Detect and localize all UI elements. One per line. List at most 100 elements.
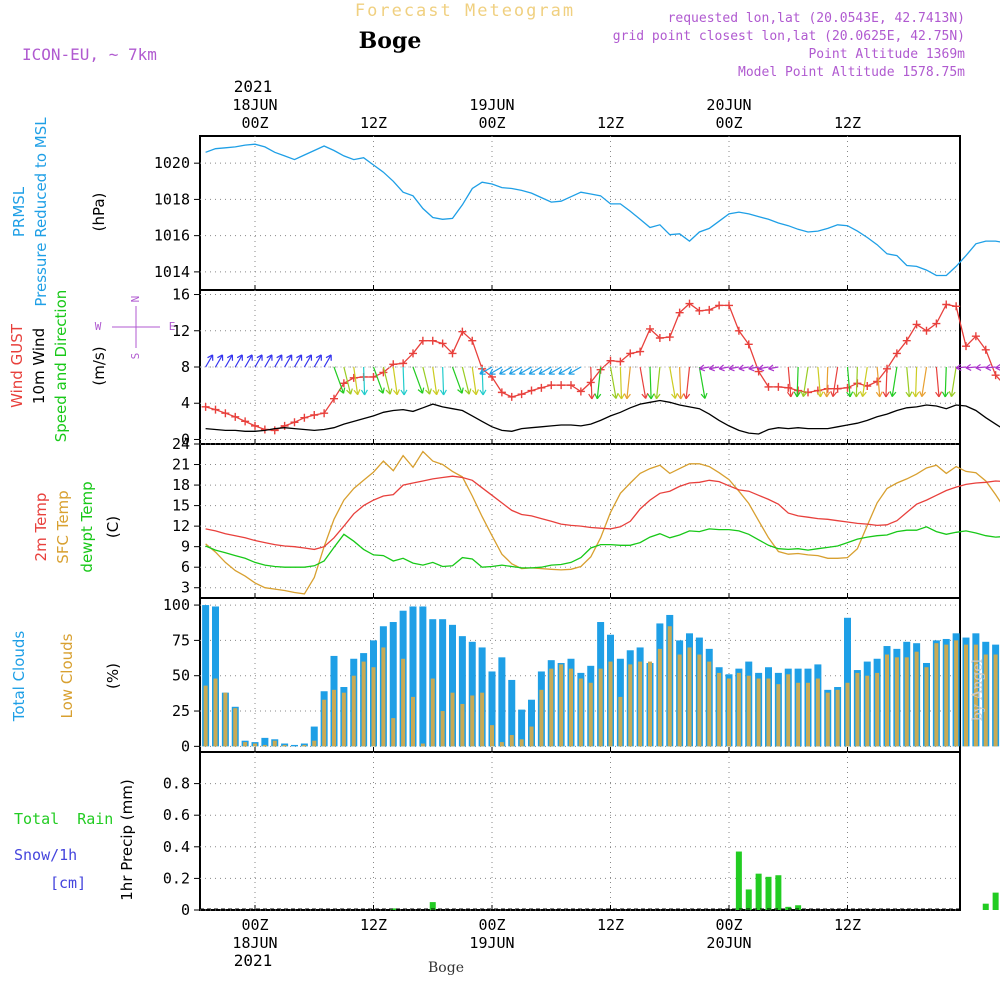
- gust-point: [517, 390, 526, 399]
- wind-arrow: [214, 354, 224, 368]
- wind-arrow: [921, 366, 928, 397]
- low-cloud-bar: [815, 678, 820, 747]
- wind-arrow: [372, 366, 384, 394]
- total-cloud-bar: [468, 641, 476, 747]
- bottom-hour-label: 12Z: [360, 916, 387, 934]
- wind-arrow-head: [385, 388, 393, 395]
- wind-arrow-head: [955, 363, 962, 371]
- gust-point: [912, 320, 921, 329]
- low-cloud-bar: [677, 654, 682, 747]
- gust-point: [320, 409, 329, 418]
- gust-point: [418, 336, 427, 345]
- rain-bar: [785, 906, 792, 910]
- sfc-temp-label: SFC Temp: [54, 490, 72, 563]
- total-cloud-bar: [261, 737, 269, 747]
- wind-arrow-head: [816, 391, 824, 398]
- wind-arrow: [224, 354, 233, 368]
- bottom-date-label: 20JUN: [706, 934, 751, 952]
- wind-arrow: [548, 366, 562, 375]
- total-cloud-bar: [844, 617, 851, 747]
- ytick-label: 18: [172, 476, 190, 494]
- wind-arrow: [489, 366, 503, 375]
- compass-e: E: [169, 320, 176, 333]
- total-cloud-bar: [508, 679, 516, 747]
- precip-unit: 1hr Precip (mm): [118, 779, 136, 900]
- wind-arrow-head: [677, 393, 685, 400]
- wind10m-label: 10m Wind: [30, 328, 48, 404]
- wind-arrow: [590, 366, 593, 400]
- bottom-hour-label: 00Z: [478, 916, 505, 934]
- low-cloud-bar: [401, 658, 406, 747]
- top-date-label: 19JUN: [469, 96, 514, 114]
- panel-frame: [199, 135, 961, 291]
- ytick-label: 21: [172, 456, 190, 474]
- model-altitude: Model Point Altitude 1578.75m: [738, 65, 965, 80]
- gust-point: [399, 359, 408, 368]
- wind-arrow-head: [617, 393, 625, 400]
- wind-arrow-head: [548, 368, 555, 375]
- sfc-temp-line: [205, 450, 1000, 595]
- wind-arrow-head: [479, 368, 486, 375]
- low-cloud-bar: [430, 678, 435, 747]
- gust-point: [369, 372, 378, 381]
- wind-arrow-head: [718, 364, 725, 372]
- gust-point: [794, 386, 803, 395]
- low-cloud-bar: [894, 657, 899, 747]
- wind-arrow-head: [708, 364, 715, 372]
- wind-arrow: [876, 366, 881, 397]
- gust-point: [685, 299, 694, 308]
- ytick-label: 0: [181, 430, 190, 448]
- low-cloud-bar: [539, 689, 544, 747]
- wind-arrow-head: [748, 364, 755, 372]
- low-cloud-bar: [302, 744, 307, 747]
- low-cloud-bar: [756, 678, 761, 747]
- wind-arrow-head: [378, 387, 385, 394]
- panel-frame: [199, 443, 961, 599]
- gust-point: [715, 301, 724, 310]
- wind-arrow-head: [400, 389, 408, 396]
- ytick-label: 1018: [154, 190, 190, 208]
- low-cloud-bar: [736, 672, 741, 747]
- low-cloud-bar: [440, 711, 445, 747]
- wind-arrow-head: [800, 390, 808, 398]
- wind-arrow: [422, 366, 431, 395]
- low-cloud-bar: [806, 682, 810, 747]
- wind-arrow: [402, 366, 405, 396]
- wind-arrow: [975, 366, 986, 369]
- wind-arrow-head: [919, 390, 927, 398]
- wind-arrow: [254, 354, 263, 368]
- bottom-hour-label: 12Z: [834, 916, 861, 934]
- gust-point: [300, 413, 309, 422]
- wind10m-line: [205, 399, 1000, 435]
- wind-arrow: [832, 366, 839, 397]
- low-cloud-bar: [243, 742, 248, 747]
- low-cloud-bar: [361, 661, 366, 747]
- wind-arrow: [626, 366, 631, 399]
- wind-arrow: [950, 366, 957, 397]
- compass-n: N: [129, 296, 142, 303]
- wind-arrow-head: [846, 391, 854, 398]
- wind-arrow-head: [286, 354, 293, 361]
- rain-legend: Total Rain: [14, 810, 113, 828]
- ytick-label: 0: [181, 737, 190, 755]
- gust-point: [695, 306, 704, 315]
- top-year-label: 2021: [234, 77, 273, 96]
- ytick-label: 0.2: [163, 869, 190, 887]
- wind-arrow: [738, 366, 749, 370]
- low-cloud-bar: [529, 726, 534, 747]
- ytick-label: 1014: [154, 263, 190, 281]
- wind-arrow: [914, 366, 918, 398]
- chart-title: Forecast Meteogram: [355, 1, 575, 21]
- wind-arrow: [382, 366, 391, 395]
- clouds-axis-title: Total Clouds Low Clouds (%): [10, 631, 122, 723]
- wind-arrow-head: [425, 388, 432, 395]
- low-cloud-bar: [559, 664, 564, 747]
- wind-speed-dir-label: Speed and Direction: [52, 290, 70, 443]
- wind-arrow-head: [653, 393, 661, 400]
- rain-bar: [992, 892, 999, 910]
- wind-arrow-head: [830, 390, 838, 398]
- wind-arrow-head: [852, 391, 861, 398]
- low-cloud-bar: [875, 672, 880, 747]
- gust-point: [280, 421, 289, 430]
- total-clouds-label: Total Clouds: [10, 631, 28, 723]
